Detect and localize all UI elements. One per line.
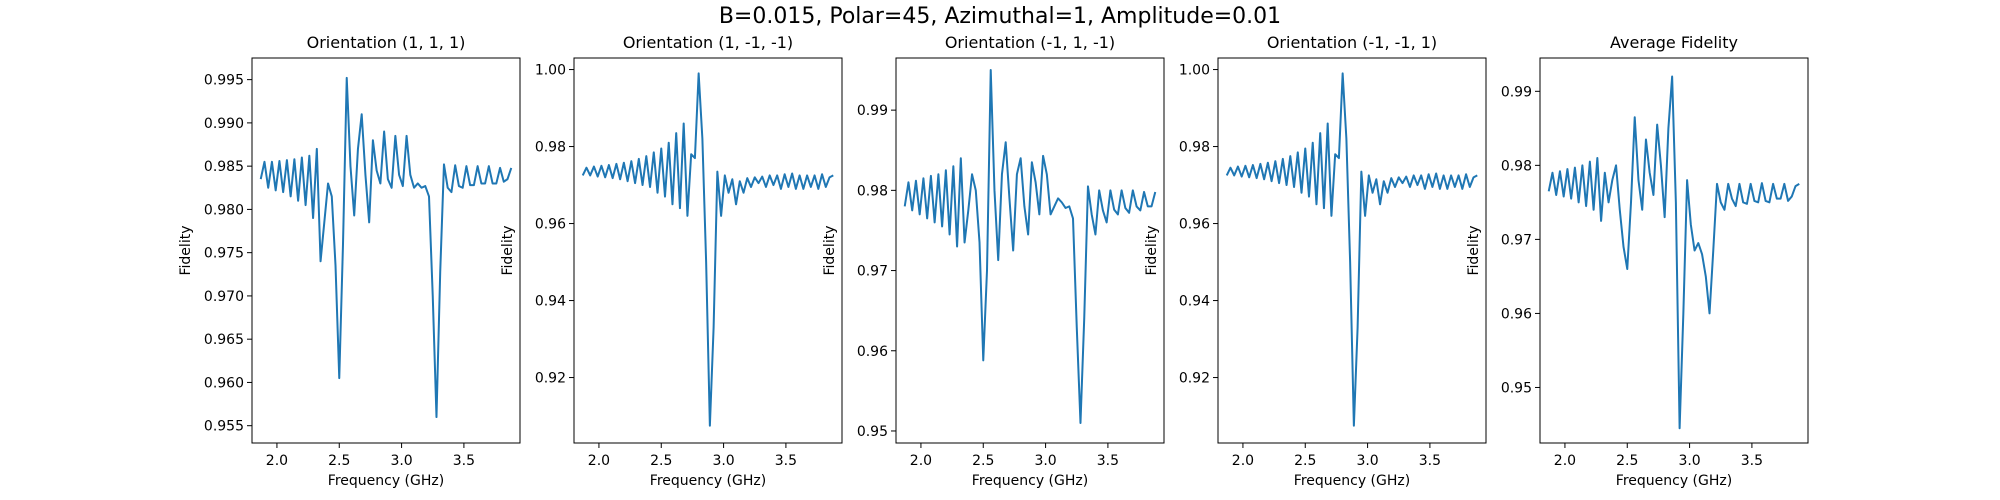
y-tick-label: 0.95: [857, 424, 888, 440]
x-tick-label: 2.5: [1294, 453, 1316, 469]
chart-panel-3: 2.0 2.5 3.0 3.5 0.95 0.96 0.97 0.98 0.99 Orientat…: [822, 33, 1165, 489]
y-axis-label: Fidelity: [822, 226, 838, 276]
x-tick-label: 3.5: [1741, 453, 1763, 469]
panel-title: Average Fidelity: [1610, 33, 1738, 52]
x-axis-label: Frequency (GHz): [328, 473, 444, 489]
panel-title: Orientation (1, 1, 1): [307, 33, 466, 52]
panel-title: Orientation (-1, 1, -1): [945, 33, 1115, 52]
y-tick-label: 0.96: [857, 344, 888, 360]
panel-title: Orientation (1, -1, -1): [623, 33, 793, 52]
x-tick-label: 3.5: [1097, 453, 1119, 469]
chart-panel-4: 2.0 2.5 3.0 3.5 0.92 0.94 0.96 0.98 1.00 Orientat…: [1144, 33, 1487, 489]
y-tick-label: 0.975: [204, 246, 244, 262]
x-tick-label: 3.5: [1419, 453, 1441, 469]
series-line-1: [1547, 75, 1800, 430]
chart-panel-2: 2.0 2.5 3.0 3.5 0.92 0.94 0.96 0.98 1.00 Orientat…: [500, 33, 843, 489]
y-tick-label: 0.98: [1501, 158, 1532, 174]
y-axis-label: Fidelity: [178, 226, 194, 276]
series-line-1: [259, 76, 513, 419]
y-tick-label: 0.98: [857, 183, 888, 199]
y-tick-label: 0.97: [1501, 232, 1532, 248]
y-tick-label: 0.960: [204, 375, 244, 391]
x-tick-label: 3.0: [1678, 453, 1700, 469]
y-tick-label: 0.94: [535, 294, 566, 310]
y-tick-label: 1.00: [535, 63, 566, 79]
y-tick-label: 0.98: [1179, 140, 1210, 156]
figure-title: B=0.015, Polar=45, Azimuthal=1, Amplitud…: [718, 4, 1282, 29]
y-axis-label: Fidelity: [1466, 226, 1482, 276]
axes-frame: [1217, 57, 1487, 444]
y-tick-label: 0.96: [535, 217, 566, 233]
y-tick-label: 0.980: [204, 202, 244, 218]
y-tick-label: 0.965: [204, 332, 244, 348]
series-line-1: [903, 69, 1157, 424]
x-tick-label: 2.0: [1554, 453, 1576, 469]
y-tick-label: 0.97: [857, 264, 888, 280]
y-tick-label: 0.92: [535, 371, 566, 387]
y-tick-label: 0.985: [204, 159, 244, 175]
y-tick-label: 0.990: [204, 116, 244, 132]
y-tick-label: 0.970: [204, 289, 244, 305]
series-line-1: [1225, 72, 1478, 427]
y-tick-label: 0.955: [204, 419, 244, 435]
x-tick-label: 3.0: [712, 453, 734, 469]
axes-frame: [573, 57, 843, 444]
x-tick-label: 3.0: [1356, 453, 1378, 469]
y-tick-label: 0.94: [1179, 294, 1210, 310]
x-tick-label: 3.5: [775, 453, 797, 469]
x-tick-label: 2.5: [972, 453, 994, 469]
series-line-1: [581, 72, 834, 427]
y-tick-label: 0.995: [204, 73, 244, 89]
x-tick-label: 2.0: [266, 453, 288, 469]
axes-frame: [1539, 57, 1809, 444]
y-tick-label: 0.96: [1501, 306, 1532, 322]
x-tick-label: 2.0: [910, 453, 932, 469]
y-tick-label: 0.99: [857, 103, 888, 119]
x-axis-label: Frequency (GHz): [972, 473, 1088, 489]
y-tick-label: 0.99: [1501, 84, 1532, 100]
x-tick-label: 2.5: [650, 453, 672, 469]
x-axis-label: Frequency (GHz): [1616, 473, 1732, 489]
panel-title: Orientation (-1, -1, 1): [1267, 33, 1437, 52]
x-tick-label: 3.0: [390, 453, 412, 469]
y-tick-label: 0.95: [1501, 380, 1532, 396]
x-axis-label: Frequency (GHz): [650, 473, 766, 489]
chart-panel-5: 2.0 2.5 3.0 3.5 0.95 0.96 0.97 0.98 0.99 Average …: [1466, 33, 1809, 489]
y-tick-label: 1.00: [1179, 63, 1210, 79]
x-tick-label: 3.0: [1034, 453, 1056, 469]
x-tick-label: 2.0: [588, 453, 610, 469]
y-axis-label: Fidelity: [1144, 226, 1160, 276]
y-axis-label: Fidelity: [500, 226, 516, 276]
y-tick-label: 0.92: [1179, 371, 1210, 387]
axes-frame: [895, 57, 1165, 444]
axes-frame: [251, 57, 521, 444]
x-tick-label: 2.5: [328, 453, 350, 469]
x-axis-label: Frequency (GHz): [1294, 473, 1410, 489]
y-tick-label: 0.98: [535, 140, 566, 156]
chart-panel-1: 2.0 2.5 3.0 3.5 0.955 0.960 0.965 0.970 0.975 0.9…: [178, 33, 521, 489]
x-tick-label: 2.0: [1232, 453, 1254, 469]
x-tick-label: 2.5: [1616, 453, 1638, 469]
x-tick-label: 3.5: [453, 453, 475, 469]
y-tick-label: 0.96: [1179, 217, 1210, 233]
